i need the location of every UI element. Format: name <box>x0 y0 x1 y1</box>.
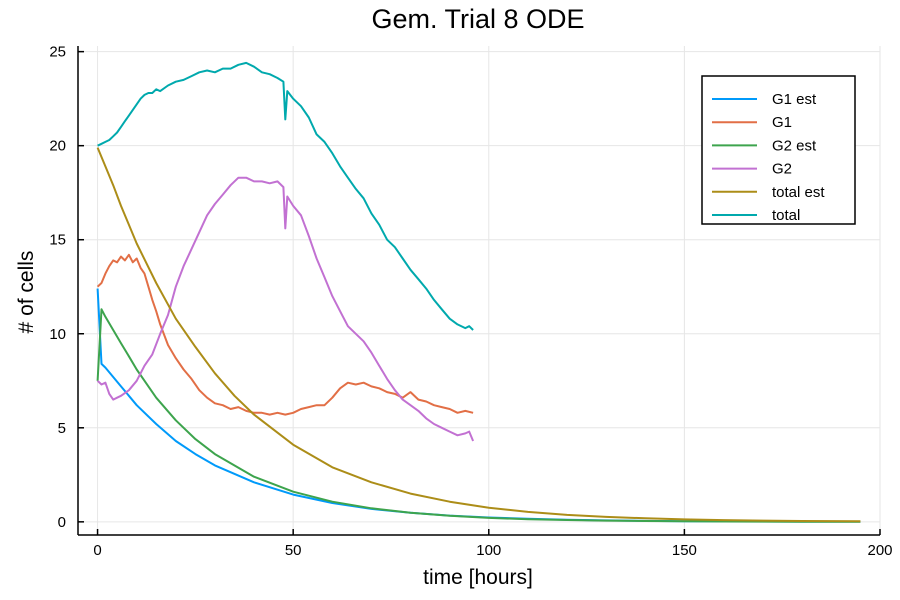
axes <box>77 46 881 536</box>
tick-labels: 0 50 100 150 200 0 5 10 15 20 25 <box>49 44 892 559</box>
series-line-total <box>97 61 474 331</box>
y-tick-label: 0 <box>58 514 66 531</box>
x-tick-label: 200 <box>867 542 892 559</box>
y-tick-label: 20 <box>49 138 66 155</box>
legend-label-g1-est: G1 est <box>772 91 817 108</box>
x-tick-label: 50 <box>285 542 302 559</box>
y-tick-label: 5 <box>58 420 66 437</box>
legend-label-total-est: total est <box>772 184 825 201</box>
x-axis-label: time [hours] <box>423 566 533 589</box>
legend-label-total: total <box>772 207 800 224</box>
legend-label-g1: G1 <box>772 114 792 131</box>
legend-label-g2-est: G2 est <box>772 137 817 154</box>
series-line-g2-est <box>96 308 861 523</box>
x-tick-label: 100 <box>476 542 501 559</box>
x-tick-label: 0 <box>93 542 101 559</box>
y-tick-label: 25 <box>49 44 66 61</box>
chart-title: Gem. Trial 8 ODE <box>371 4 584 34</box>
series-line-total-est <box>96 147 861 523</box>
legend: G1 est G1 G2 est G2 total est total <box>701 75 856 225</box>
legend-label-g2: G2 <box>772 161 792 178</box>
legend-box <box>701 75 856 225</box>
plot-area <box>96 61 861 523</box>
y-tick-label: 15 <box>49 232 66 249</box>
x-tick-label: 150 <box>672 542 697 559</box>
y-axis-label: # of cells <box>15 251 38 334</box>
y-tick-label: 10 <box>49 326 66 343</box>
series-line-g2 <box>96 176 475 442</box>
